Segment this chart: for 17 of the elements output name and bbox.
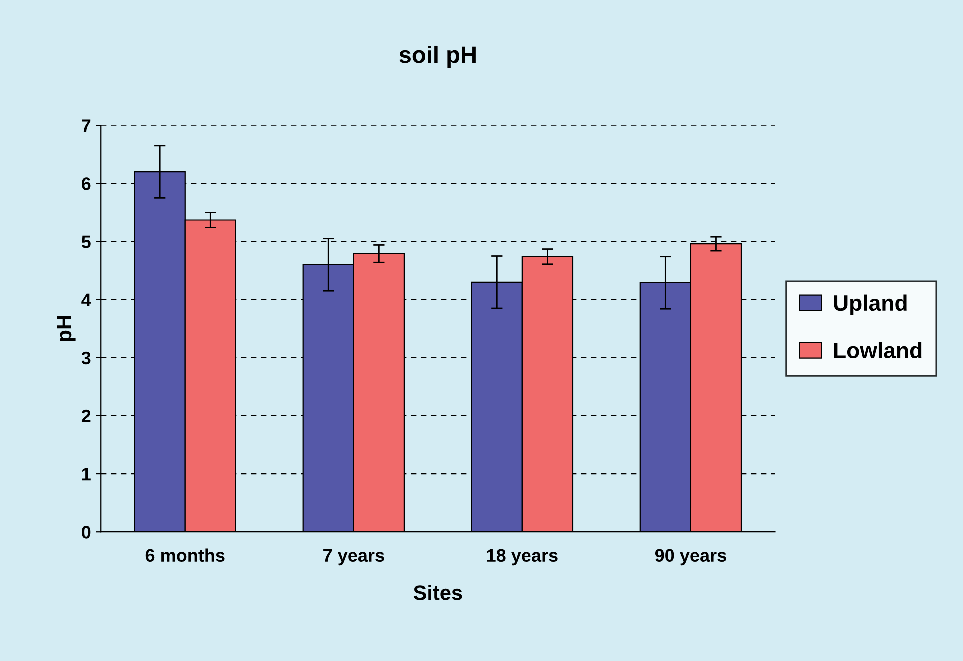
y-tick-label: 3: [82, 352, 91, 365]
legend-label: Upland: [834, 294, 907, 316]
y-tick-label: 6: [82, 178, 91, 190]
legend-label: Lowland: [834, 342, 922, 359]
y-axis-title: pH: [57, 316, 76, 342]
y-tick-label: 1: [82, 468, 91, 481]
y-tick-label: 4: [82, 294, 92, 306]
x-tick-label: 90 years: [655, 549, 726, 566]
x-tick-label: 6 months: [146, 548, 225, 562]
y-tick-label: 0: [82, 526, 91, 539]
x-axis-title: Sites: [414, 585, 462, 600]
x-tick-label: 7 years: [324, 549, 384, 566]
chart-title: soil pH: [400, 46, 476, 68]
y-tick-label: 7: [82, 120, 91, 132]
y-tick-label: 5: [82, 236, 91, 248]
x-tick-label: 18 years: [487, 549, 558, 566]
y-tick-label: 2: [82, 410, 91, 422]
